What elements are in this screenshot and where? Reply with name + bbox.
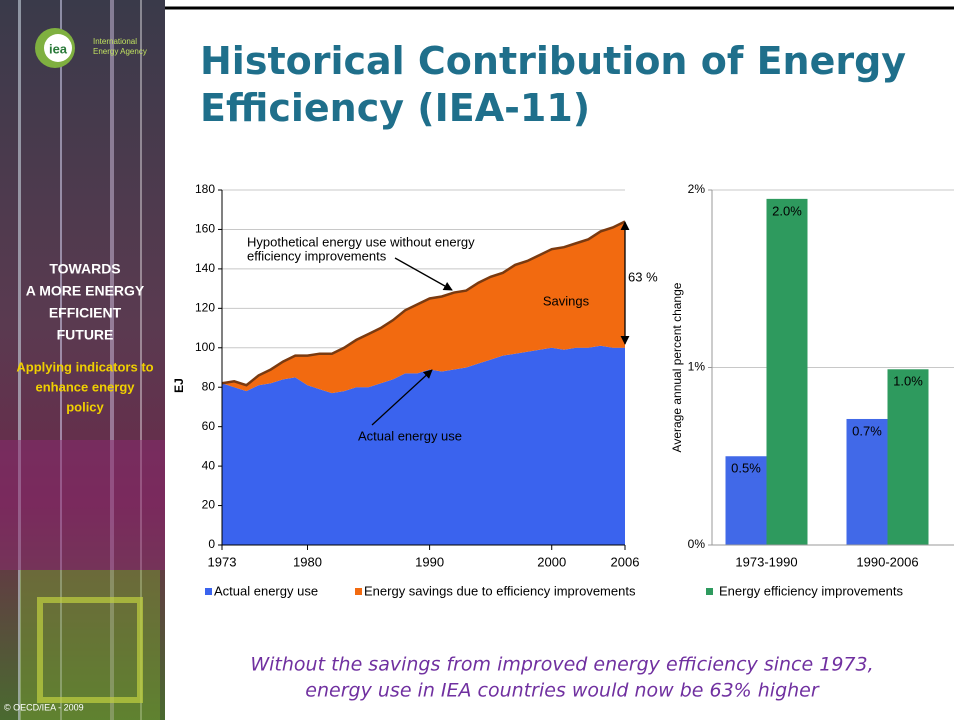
bar xyxy=(766,198,808,545)
y-tick-label: 160 xyxy=(195,222,215,236)
y-tick-label: 120 xyxy=(195,301,215,315)
caption: energy use in IEA countries would now be… xyxy=(305,680,820,702)
logo: iea xyxy=(49,41,68,56)
annotation: Actual energy use xyxy=(358,428,462,443)
annotation: 63 % xyxy=(628,269,658,284)
value-label: 0.7% xyxy=(852,423,882,438)
legend-label: Actual energy use xyxy=(214,583,318,598)
y-axis-label: EJ xyxy=(172,378,186,393)
x-tick-label: 2000 xyxy=(537,554,566,569)
slide-title: Efficiency (IEA-11) xyxy=(200,86,590,130)
value-label: 2.0% xyxy=(772,203,802,218)
y-tick-label: 140 xyxy=(195,261,215,275)
y-tick-label: 60 xyxy=(202,419,216,433)
sidebar-heading: A MORE ENERGY xyxy=(26,283,145,299)
area xyxy=(222,345,625,545)
caption: Without the savings from improved energy… xyxy=(250,654,873,676)
y-tick-label: 100 xyxy=(195,340,215,354)
y-tick-label: 1% xyxy=(688,360,706,374)
y-tick-label: 2% xyxy=(688,182,706,196)
value-label: 1.0% xyxy=(893,374,923,389)
bar xyxy=(846,418,888,545)
annotation-arrow xyxy=(394,257,453,291)
sidebar-heading: TOWARDS xyxy=(49,261,120,277)
copyright: © OECD/IEA - 2009 xyxy=(4,702,84,712)
x-tick-label: 1973-1990 xyxy=(735,554,797,569)
y-tick-label: 0 xyxy=(208,537,215,551)
x-tick-label: 1973 xyxy=(208,554,237,569)
x-tick-label: 1980 xyxy=(293,554,322,569)
agency-name: International xyxy=(93,37,137,46)
sidebar-subheading: enhance energy xyxy=(36,379,136,394)
x-tick-label: 2006 xyxy=(611,554,640,569)
x-tick-label: 1990 xyxy=(415,554,444,569)
y-tick-label: 80 xyxy=(202,379,216,393)
sidebar-heading: EFFICIENT xyxy=(49,305,122,321)
y-tick-label: 180 xyxy=(195,182,215,196)
value-label-bg xyxy=(728,461,764,478)
legend-label: Energy efficiency improvements xyxy=(719,583,904,598)
agency-name: Energy Agency xyxy=(93,47,147,56)
annotation: efficiency improvements xyxy=(247,248,387,263)
area xyxy=(222,221,625,394)
sidebar-subheading: policy xyxy=(66,399,104,414)
annotation-arrow xyxy=(371,369,433,426)
sidebar-heading: FUTURE xyxy=(57,327,114,343)
charts: 0 20 40 60 80 100 120 140 160 180 1973 1980 1990 2000… xyxy=(172,182,954,598)
value-label-bg xyxy=(849,423,885,440)
slide-title: Historical Contribution of Energy xyxy=(200,39,906,83)
area-edge xyxy=(221,220,626,387)
value-label-bg xyxy=(769,203,805,220)
value-label-bg xyxy=(890,374,926,391)
value-label: 0.5% xyxy=(731,461,761,476)
legend-swatch xyxy=(355,588,362,595)
legend-label: Energy savings due to efficiency improve… xyxy=(364,583,636,598)
annotation: Hypothetical energy use without energy xyxy=(247,234,475,249)
x-tick-label: 1990-2006 xyxy=(856,554,918,569)
legend-swatch xyxy=(205,588,212,595)
sidebar xyxy=(0,0,165,720)
sidebar-subheading: Applying indicators to xyxy=(16,359,153,374)
y-tick-label: 40 xyxy=(202,458,216,472)
legend-swatch xyxy=(706,588,713,595)
bar xyxy=(887,369,929,545)
y-tick-label: 20 xyxy=(202,498,216,512)
y-axis-label: Average annual percent change xyxy=(670,282,684,452)
y-tick-label: 0% xyxy=(688,537,706,551)
annotation: Savings xyxy=(543,293,590,308)
